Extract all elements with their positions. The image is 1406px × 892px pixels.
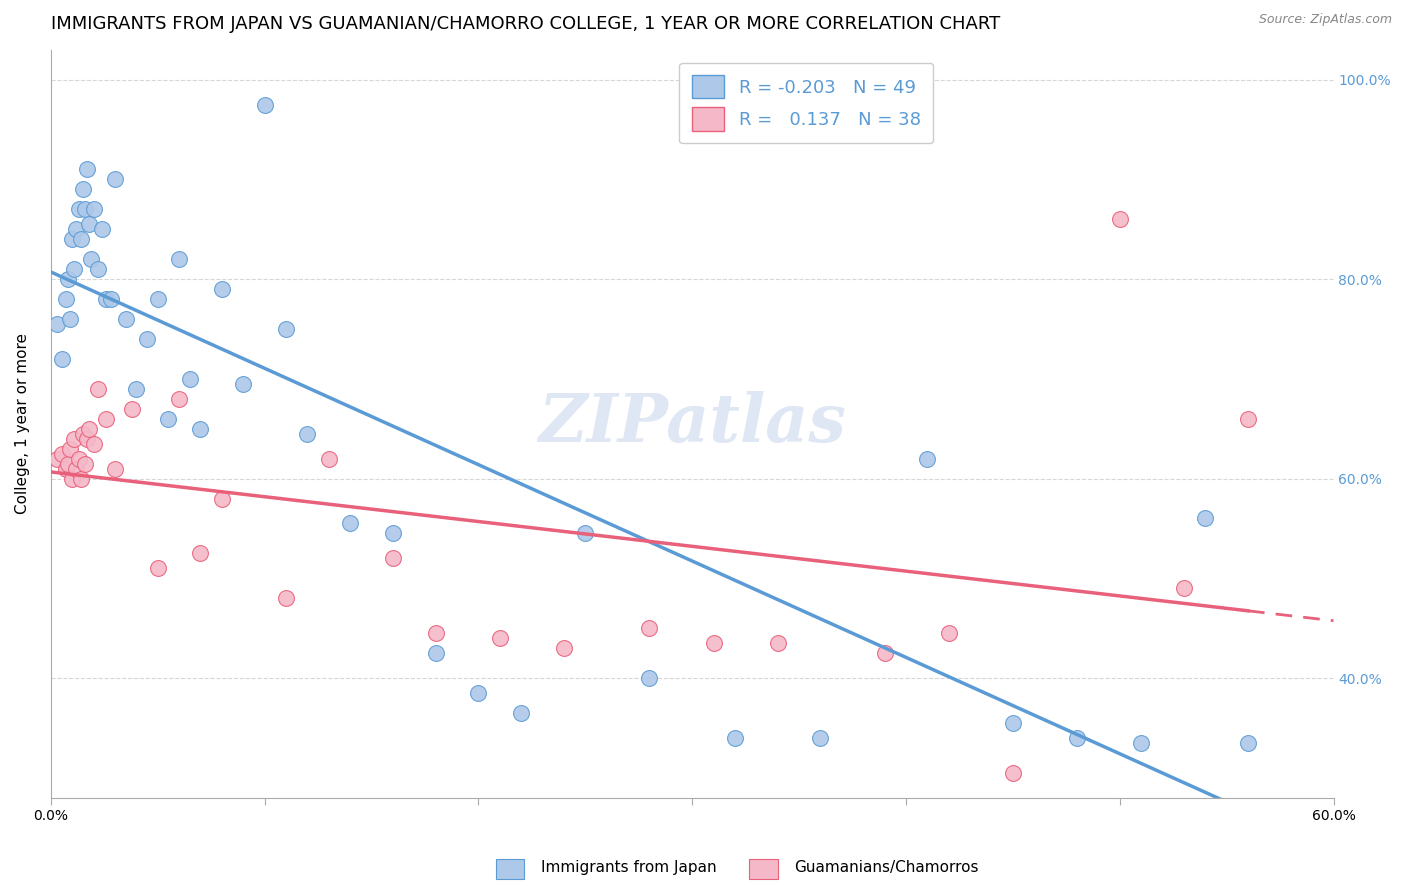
Point: [59, 442, 82, 456]
Point: [55, 292, 77, 306]
Point: [167, 252, 190, 267]
Point: [63, 432, 86, 446]
Point: [425, 626, 447, 640]
Point: [87, 382, 110, 396]
Point: [146, 561, 169, 575]
Point: [381, 526, 404, 541]
Point: [51, 351, 73, 366]
Point: [179, 372, 201, 386]
Point: [67, 451, 90, 466]
Point: [76, 162, 98, 177]
Point: [917, 451, 939, 466]
Point: [339, 516, 361, 531]
Point: [146, 292, 169, 306]
Point: [1237, 736, 1260, 750]
Point: [100, 292, 122, 306]
Point: [574, 526, 596, 541]
Point: [121, 401, 143, 416]
Point: [381, 551, 404, 566]
Point: [297, 426, 319, 441]
Point: [1001, 765, 1024, 780]
Point: [873, 646, 896, 660]
Point: [703, 636, 725, 650]
Point: [190, 546, 212, 560]
Text: Source: ZipAtlas.com: Source: ZipAtlas.com: [1258, 13, 1392, 27]
Point: [87, 262, 110, 277]
Point: [253, 97, 276, 112]
Legend: R = -0.203   N = 49, R =   0.137   N = 38: R = -0.203 N = 49, R = 0.137 N = 38: [679, 62, 934, 144]
Point: [510, 706, 533, 720]
Point: [724, 731, 747, 745]
Text: Guamanians/Chamorros: Guamanians/Chamorros: [794, 860, 979, 874]
Point: [136, 332, 159, 346]
Point: [83, 436, 105, 450]
Point: [65, 222, 87, 236]
Point: [766, 636, 789, 650]
Point: [55, 461, 77, 475]
Point: [553, 641, 575, 656]
Point: [938, 626, 960, 640]
Point: [274, 591, 297, 606]
Point: [318, 451, 340, 466]
Point: [59, 312, 82, 326]
Point: [96, 411, 118, 425]
Point: [167, 392, 190, 406]
Point: [46, 317, 69, 331]
Text: IMMIGRANTS FROM JAPAN VS GUAMANIAN/CHAMORRO COLLEGE, 1 YEAR OR MORE CORRELATION : IMMIGRANTS FROM JAPAN VS GUAMANIAN/CHAMO…: [51, 15, 1000, 33]
Point: [425, 646, 447, 660]
Y-axis label: College, 1 year or more: College, 1 year or more: [15, 334, 30, 515]
Point: [104, 172, 127, 186]
Point: [60, 472, 83, 486]
Point: [1194, 511, 1216, 525]
Point: [274, 322, 297, 336]
Point: [211, 491, 233, 506]
Point: [56, 272, 79, 286]
Point: [56, 457, 79, 471]
Point: [211, 282, 233, 296]
Point: [467, 686, 489, 700]
Point: [1173, 582, 1195, 596]
Point: [69, 232, 91, 246]
Point: [1130, 736, 1153, 750]
Point: [76, 432, 98, 446]
Point: [810, 731, 832, 745]
Point: [96, 292, 118, 306]
Point: [83, 202, 105, 217]
Point: [1237, 411, 1260, 425]
Point: [60, 232, 83, 246]
Point: [69, 472, 91, 486]
Point: [638, 621, 661, 635]
Point: [63, 262, 86, 277]
Point: [232, 376, 254, 391]
Point: [638, 671, 661, 685]
Point: [1108, 212, 1130, 227]
Point: [51, 447, 73, 461]
Point: [1066, 731, 1088, 745]
Text: Immigrants from Japan: Immigrants from Japan: [541, 860, 717, 874]
Point: [79, 422, 101, 436]
Point: [91, 222, 114, 236]
Point: [114, 312, 136, 326]
Point: [125, 382, 148, 396]
Point: [104, 461, 127, 475]
Point: [79, 217, 101, 231]
Point: [72, 426, 94, 441]
Point: [72, 182, 94, 196]
Point: [80, 252, 103, 267]
Point: [157, 411, 180, 425]
Point: [73, 457, 96, 471]
Point: [488, 631, 510, 645]
Point: [46, 451, 69, 466]
Point: [73, 202, 96, 217]
Point: [190, 422, 212, 436]
Point: [1001, 715, 1024, 730]
Text: ZIPatlas: ZIPatlas: [538, 392, 846, 456]
Point: [67, 202, 90, 217]
Point: [65, 461, 87, 475]
